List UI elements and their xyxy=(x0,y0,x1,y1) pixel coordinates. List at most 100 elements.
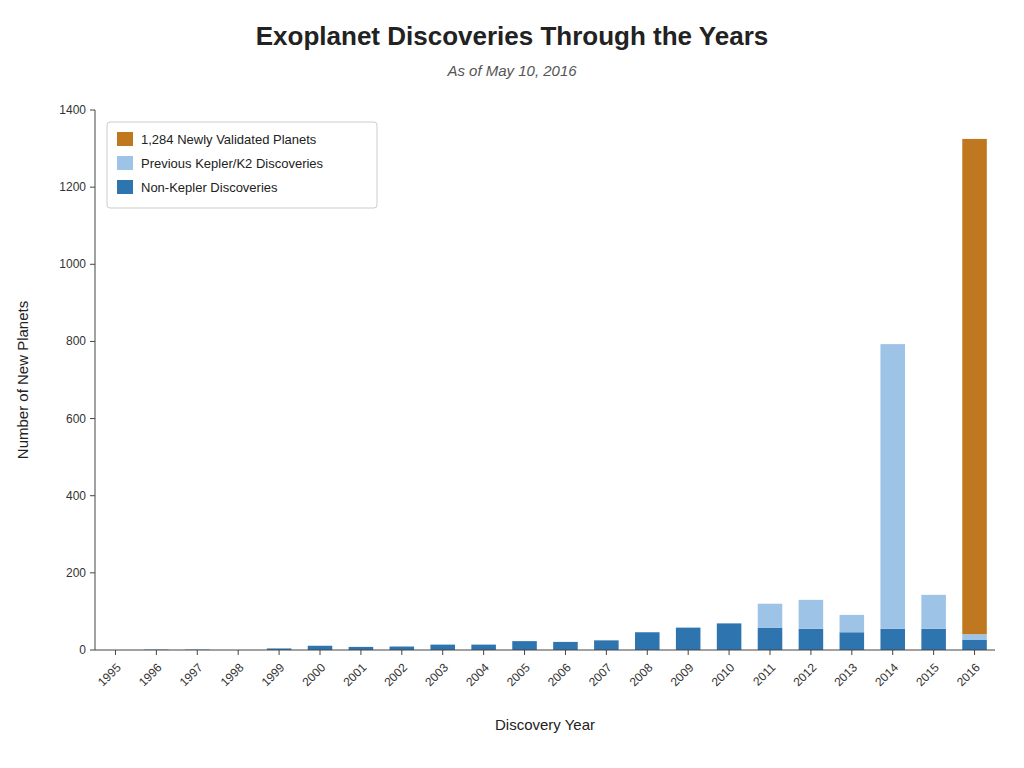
x-tick xyxy=(360,650,361,655)
bar-segment xyxy=(635,632,660,633)
x-tick-label: 2008 xyxy=(627,660,656,689)
bar-segment xyxy=(267,648,292,649)
y-tick xyxy=(90,341,95,342)
bar-segment xyxy=(962,634,987,640)
bar-segment xyxy=(390,646,415,647)
x-axis-label: Discovery Year xyxy=(495,716,595,733)
bar-segment xyxy=(921,595,946,629)
bar-segment xyxy=(349,646,374,647)
x-tick xyxy=(442,650,443,655)
x-tick-label: 2016 xyxy=(954,660,983,689)
bar-segment xyxy=(512,641,537,642)
x-tick xyxy=(565,650,566,655)
bar-segment xyxy=(267,648,292,649)
x-tick-label: 2004 xyxy=(463,660,492,689)
bar-segment xyxy=(594,640,619,641)
bar-segment xyxy=(471,644,496,645)
x-tick xyxy=(892,650,893,655)
x-tick-label: 1995 xyxy=(95,660,124,689)
x-tick xyxy=(401,650,402,655)
y-tick xyxy=(90,572,95,573)
bar-segment xyxy=(553,641,578,642)
bar-segment xyxy=(676,627,701,628)
bar-segment xyxy=(758,603,783,604)
bar-segment xyxy=(430,644,455,645)
legend-swatch xyxy=(117,132,133,146)
x-tick xyxy=(524,650,525,655)
legend-label: 1,284 Newly Validated Planets xyxy=(141,132,317,147)
bar-segment xyxy=(840,615,865,632)
bars xyxy=(144,139,987,650)
x-tick-label: 2001 xyxy=(340,660,369,689)
x-axis-line xyxy=(95,650,995,651)
chart-container: Exoplanet Discoveries Through the YearsA… xyxy=(0,0,1024,768)
subtitle: As of May 10, 2016 xyxy=(446,62,577,79)
x-tick-label: 2011 xyxy=(750,660,778,688)
y-tick-label: 1200 xyxy=(59,180,86,194)
x-tick xyxy=(279,650,280,655)
y-tick-label: 1400 xyxy=(59,103,86,117)
x-tick xyxy=(320,650,321,655)
bar-segment xyxy=(921,629,946,650)
x-tick-label: 2005 xyxy=(504,660,533,689)
bar-segment xyxy=(553,641,578,642)
y-tick-label: 800 xyxy=(66,334,86,348)
y-tick xyxy=(90,264,95,265)
bar-segment xyxy=(962,640,987,650)
x-tick-label: 2002 xyxy=(381,660,410,689)
bar-segment xyxy=(921,594,946,595)
y-tick-label: 400 xyxy=(66,489,86,503)
bar-segment xyxy=(799,629,824,650)
legend-swatch xyxy=(117,156,133,170)
x-tick xyxy=(688,650,689,655)
bar-segment xyxy=(758,604,783,628)
x-tick xyxy=(974,650,975,655)
x-tick xyxy=(483,650,484,655)
y-axis-line xyxy=(95,110,96,650)
y-tick xyxy=(90,650,95,651)
bar-segment xyxy=(430,645,455,650)
x-tick-label: 2006 xyxy=(545,660,574,689)
x-tick xyxy=(770,650,771,655)
y-axis-label: Number of New Planets xyxy=(14,301,31,459)
bar-segment xyxy=(676,627,701,628)
x-tick xyxy=(810,650,811,655)
bar-segment xyxy=(799,600,824,629)
bar-segment xyxy=(390,646,415,647)
bar-segment xyxy=(594,640,619,641)
x-tick-label: 2000 xyxy=(300,660,329,689)
legend: 1,284 Newly Validated Planets Previous Ke… xyxy=(107,122,377,208)
x-tick xyxy=(933,650,934,655)
x-tick-label: 2007 xyxy=(586,660,615,689)
bar-segment xyxy=(676,628,701,650)
x-tick-label: 2012 xyxy=(790,660,819,689)
legend-swatch xyxy=(117,180,133,194)
bar-segment xyxy=(962,139,987,634)
bar-segment xyxy=(799,599,824,600)
y-tick-label: 600 xyxy=(66,412,86,426)
bar-segment xyxy=(512,641,537,642)
x-tick xyxy=(729,650,730,655)
y-tick-label: 0 xyxy=(79,643,86,657)
bar-segment xyxy=(880,344,905,629)
x-tick-label: 1998 xyxy=(218,660,247,689)
y-tick xyxy=(90,187,95,188)
legend-label: Previous Kepler/K2 Discoveries xyxy=(141,156,324,171)
bar-segment xyxy=(308,646,333,650)
x-tick-label: 2003 xyxy=(422,660,451,689)
bar-segment xyxy=(553,642,578,650)
bar-segment xyxy=(635,632,660,650)
bar-segment xyxy=(471,644,496,645)
x-tick xyxy=(197,650,198,655)
x-tick xyxy=(647,650,648,655)
x-tick-label: 2015 xyxy=(913,660,942,689)
y-tick-label: 1000 xyxy=(59,257,86,271)
x-tick xyxy=(115,650,116,655)
x-tick-label: 1997 xyxy=(177,660,206,689)
y-tick xyxy=(90,418,95,419)
bar-segment xyxy=(349,646,374,647)
bar-segment xyxy=(390,647,415,650)
bar-segment xyxy=(840,632,865,650)
bar-segment xyxy=(594,640,619,650)
x-tick xyxy=(851,650,852,655)
